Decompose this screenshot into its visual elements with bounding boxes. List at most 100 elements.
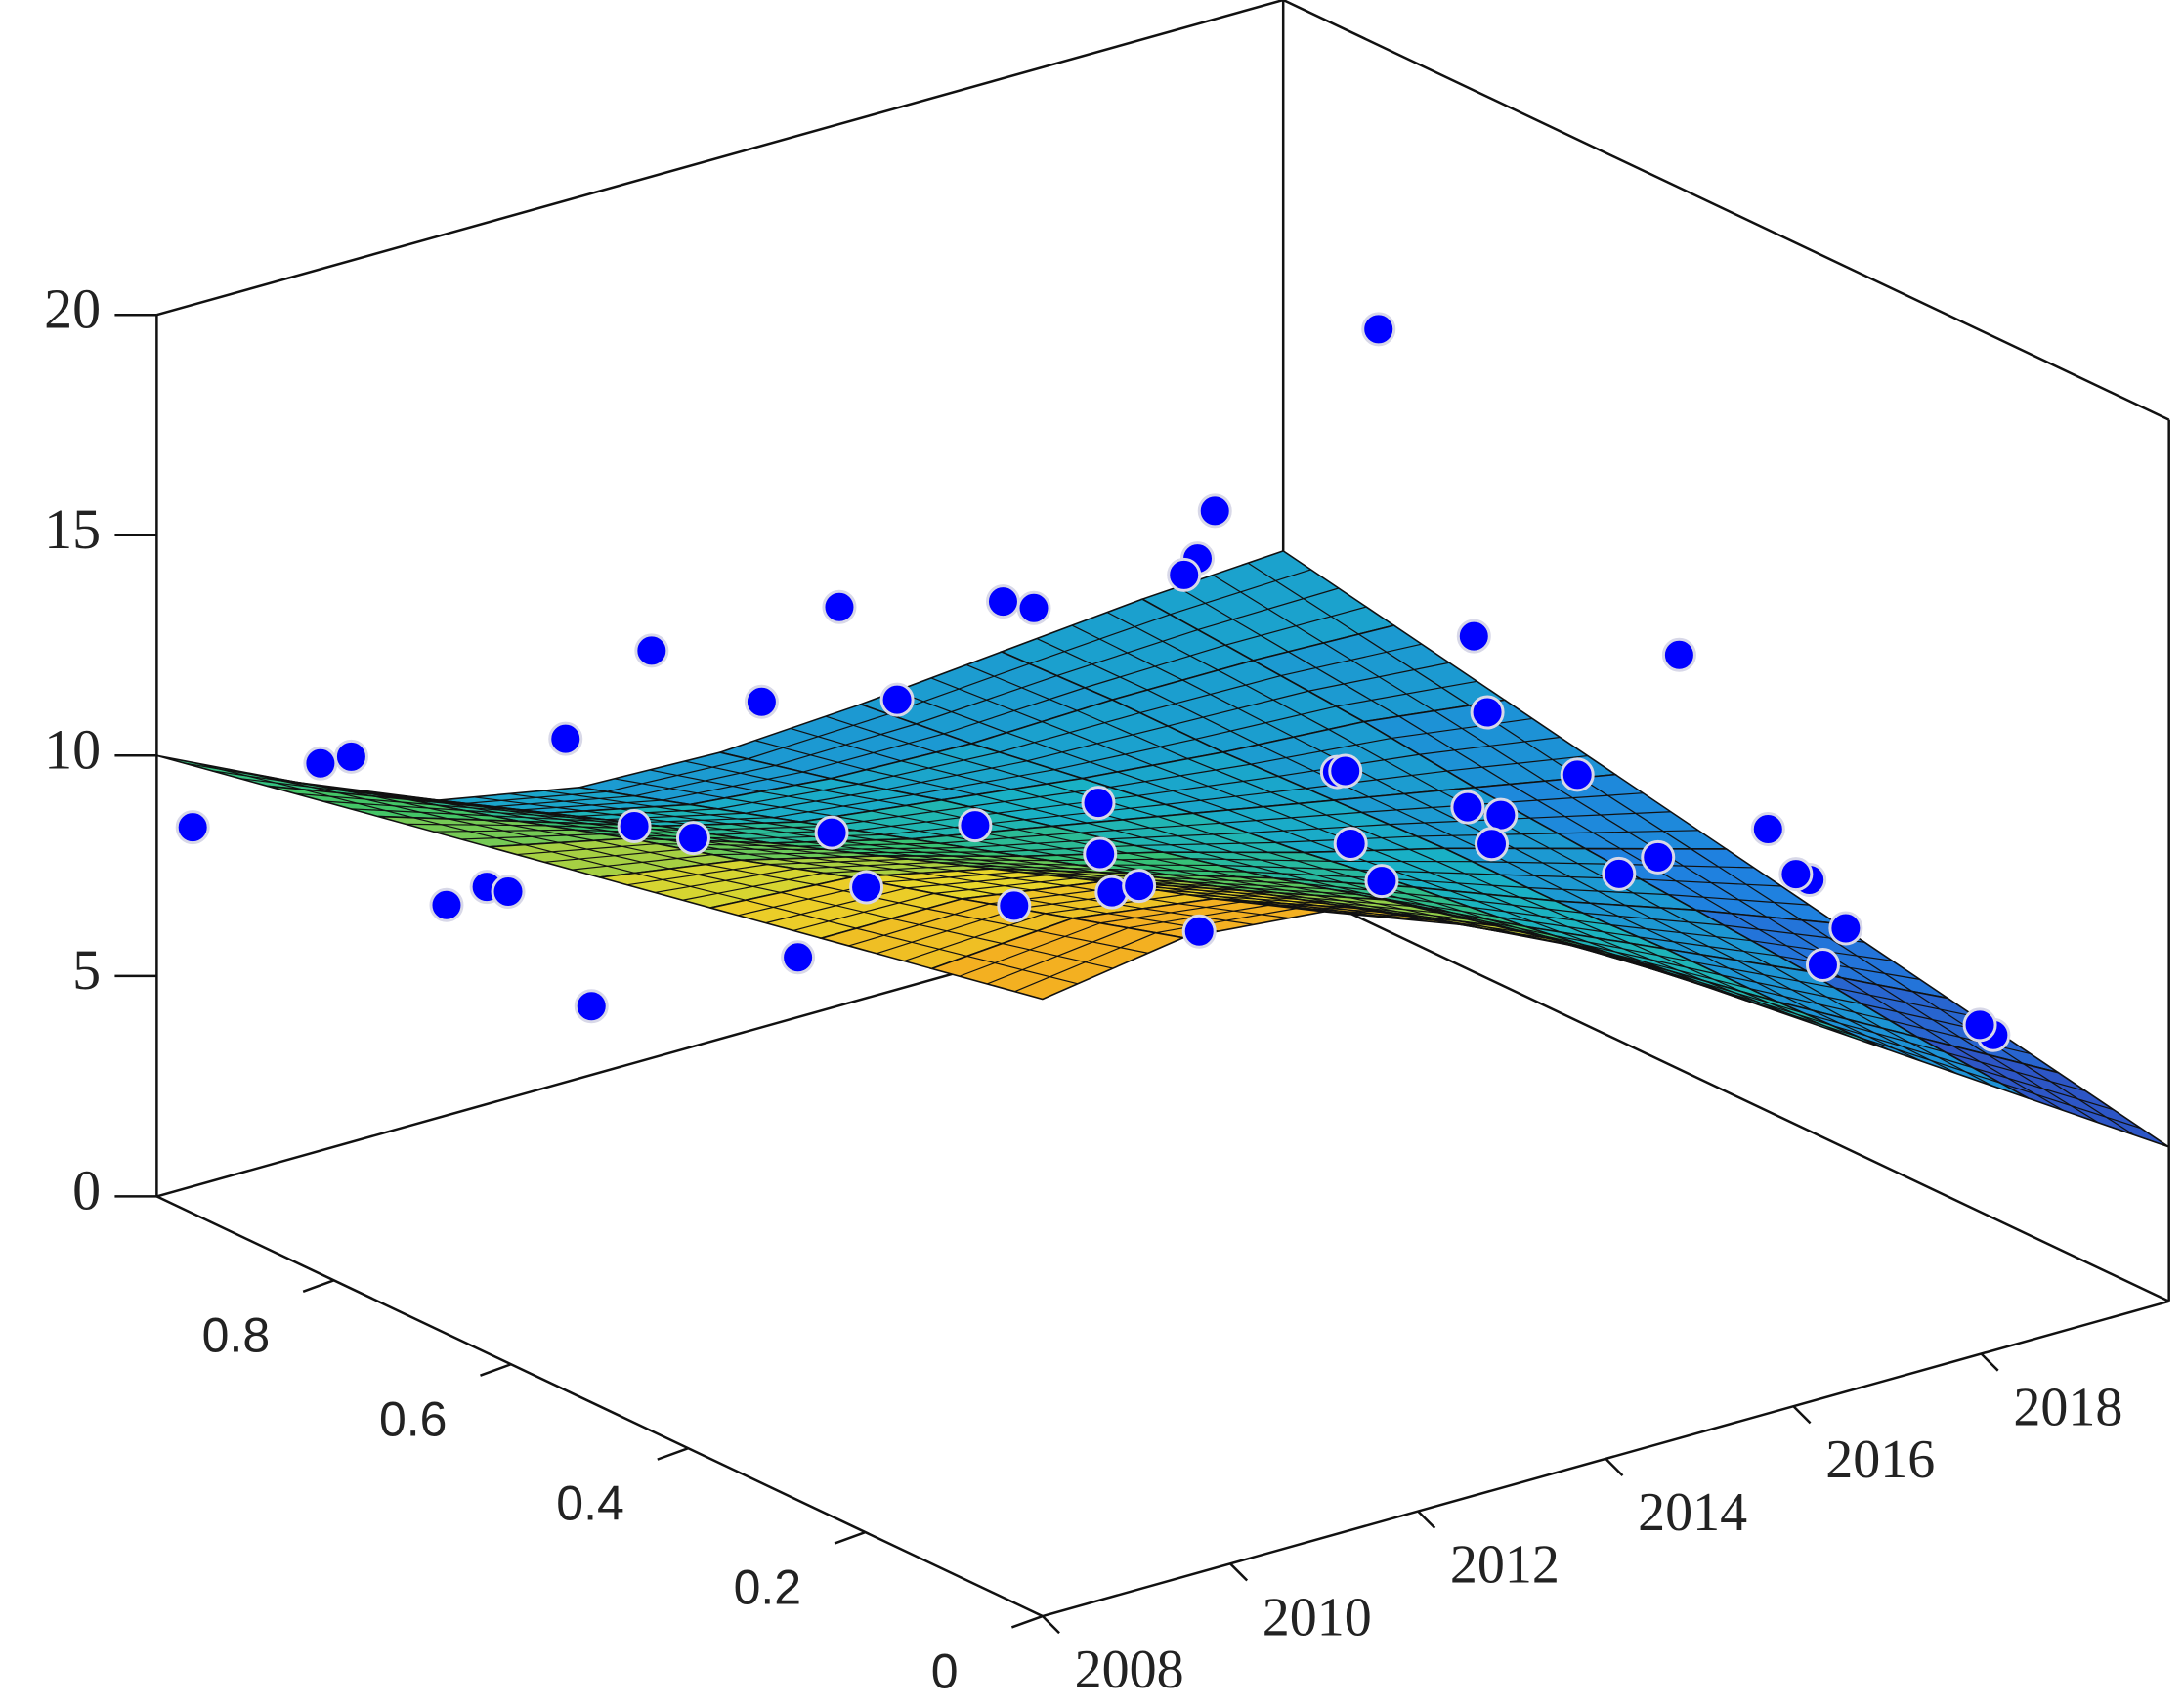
surface-mesh [986, 855, 1098, 874]
surface-mesh [372, 795, 485, 821]
surface-mesh [1099, 901, 1242, 924]
surface-mesh [324, 786, 466, 804]
x-tick [1980, 1352, 1999, 1372]
scatter-point [1181, 914, 1217, 949]
scatter-point [333, 739, 368, 774]
z-tick-label: 5 [72, 938, 101, 1002]
scatter-point [822, 589, 857, 624]
surface-mesh [968, 786, 1110, 808]
surface-mesh [735, 841, 846, 858]
scatter-point [997, 888, 1032, 923]
surface-mesh [848, 903, 990, 947]
surface-mesh [1177, 903, 1290, 919]
surface-mesh [858, 751, 1000, 785]
surface-mesh [626, 863, 769, 886]
surface-mesh [543, 790, 656, 808]
surface-mesh [516, 842, 658, 856]
scatter-point [1805, 947, 1840, 982]
surface-mesh [1579, 777, 1691, 850]
surface-mesh [1268, 904, 1410, 918]
surface-patch [1916, 1036, 2170, 1148]
surface-mesh [1137, 775, 1279, 797]
scatter-point [429, 887, 464, 922]
surface-mesh [1740, 991, 1853, 1039]
surface-mesh [1945, 1051, 2086, 1092]
surface-mesh [1218, 864, 1359, 871]
surface-mesh [1660, 907, 1773, 966]
scatter-point [175, 810, 210, 845]
surface-mesh [1831, 1024, 1974, 1069]
scatter-point [1333, 827, 1368, 862]
scatter-point [744, 684, 779, 719]
surface-mesh [1470, 906, 1611, 926]
axis-box [156, 0, 1284, 317]
surface-mesh [634, 764, 776, 797]
scatter-point [1197, 493, 1232, 529]
scatter-point [548, 721, 583, 756]
surface-mesh [1358, 633, 1471, 706]
surface-mesh [406, 823, 547, 827]
surface-mesh [1580, 943, 1722, 976]
scatter-point [617, 808, 652, 843]
surface-mesh [1127, 852, 1239, 878]
surface-mesh [1379, 884, 1490, 920]
surface-mesh [1804, 1012, 1946, 1053]
surface-mesh [1691, 848, 1803, 921]
scatter-point [781, 940, 816, 975]
surface-mesh [1630, 942, 1742, 993]
axis-box [1282, 880, 2170, 1302]
scatter-point [1778, 857, 1814, 892]
surface-mesh [1408, 848, 1520, 899]
surface-mesh [1208, 887, 1319, 907]
surface-mesh [957, 870, 1068, 887]
surface-mesh [1693, 961, 1835, 989]
surface-mesh [1318, 905, 1431, 922]
x-tick [1229, 1562, 1249, 1582]
surface-mesh [463, 809, 605, 821]
surface-patch [928, 917, 1186, 1001]
scatter-point [1122, 869, 1157, 904]
surface-mesh [747, 713, 889, 760]
surface-mesh [1298, 802, 1410, 850]
z-tick-label: 0 [72, 1159, 101, 1222]
surface-mesh [1106, 612, 1219, 671]
surface-mesh [483, 819, 595, 841]
surface-mesh [1247, 562, 1359, 635]
scatter-point [1475, 827, 1510, 862]
surface-mesh [1328, 728, 1440, 791]
scatter-point [849, 870, 884, 905]
y-tick [302, 1279, 335, 1293]
surface-mesh [1167, 690, 1309, 727]
surface-mesh [794, 784, 907, 806]
y-tick [834, 1530, 867, 1545]
surface-mesh [1248, 824, 1390, 833]
y-tick-label: 0.6 [379, 1392, 448, 1447]
surface-mesh [959, 922, 1101, 977]
surface-mesh [705, 864, 817, 886]
surface-patch [156, 754, 408, 801]
surface-mesh [936, 861, 1078, 866]
surface-mesh [1029, 614, 1171, 664]
surface-mesh [1834, 987, 1976, 1018]
surface-mesh [1391, 717, 1533, 740]
surface-mesh [1552, 934, 1694, 963]
scatter-point [634, 633, 669, 668]
surface-mesh [1972, 1067, 2115, 1111]
scatter-point [1750, 811, 1785, 846]
x-tick [1041, 1615, 1060, 1635]
surface-mesh [1250, 737, 1392, 765]
surface-mesh [1160, 876, 1302, 884]
surface-mesh [1612, 863, 1754, 869]
surface-mesh [1238, 875, 1349, 899]
surface-mesh [1170, 569, 1311, 616]
surface-mesh [1472, 861, 1613, 865]
scatter-point [1081, 786, 1116, 821]
surface-mesh [1419, 736, 1561, 755]
surface-mesh [2023, 1063, 2134, 1135]
scatter-point [1962, 1007, 1997, 1043]
surface-mesh [436, 804, 578, 818]
surface-mesh [1187, 881, 1330, 890]
y-tick [480, 1363, 512, 1377]
y-tick [657, 1446, 689, 1461]
surface-mesh [926, 908, 1038, 932]
